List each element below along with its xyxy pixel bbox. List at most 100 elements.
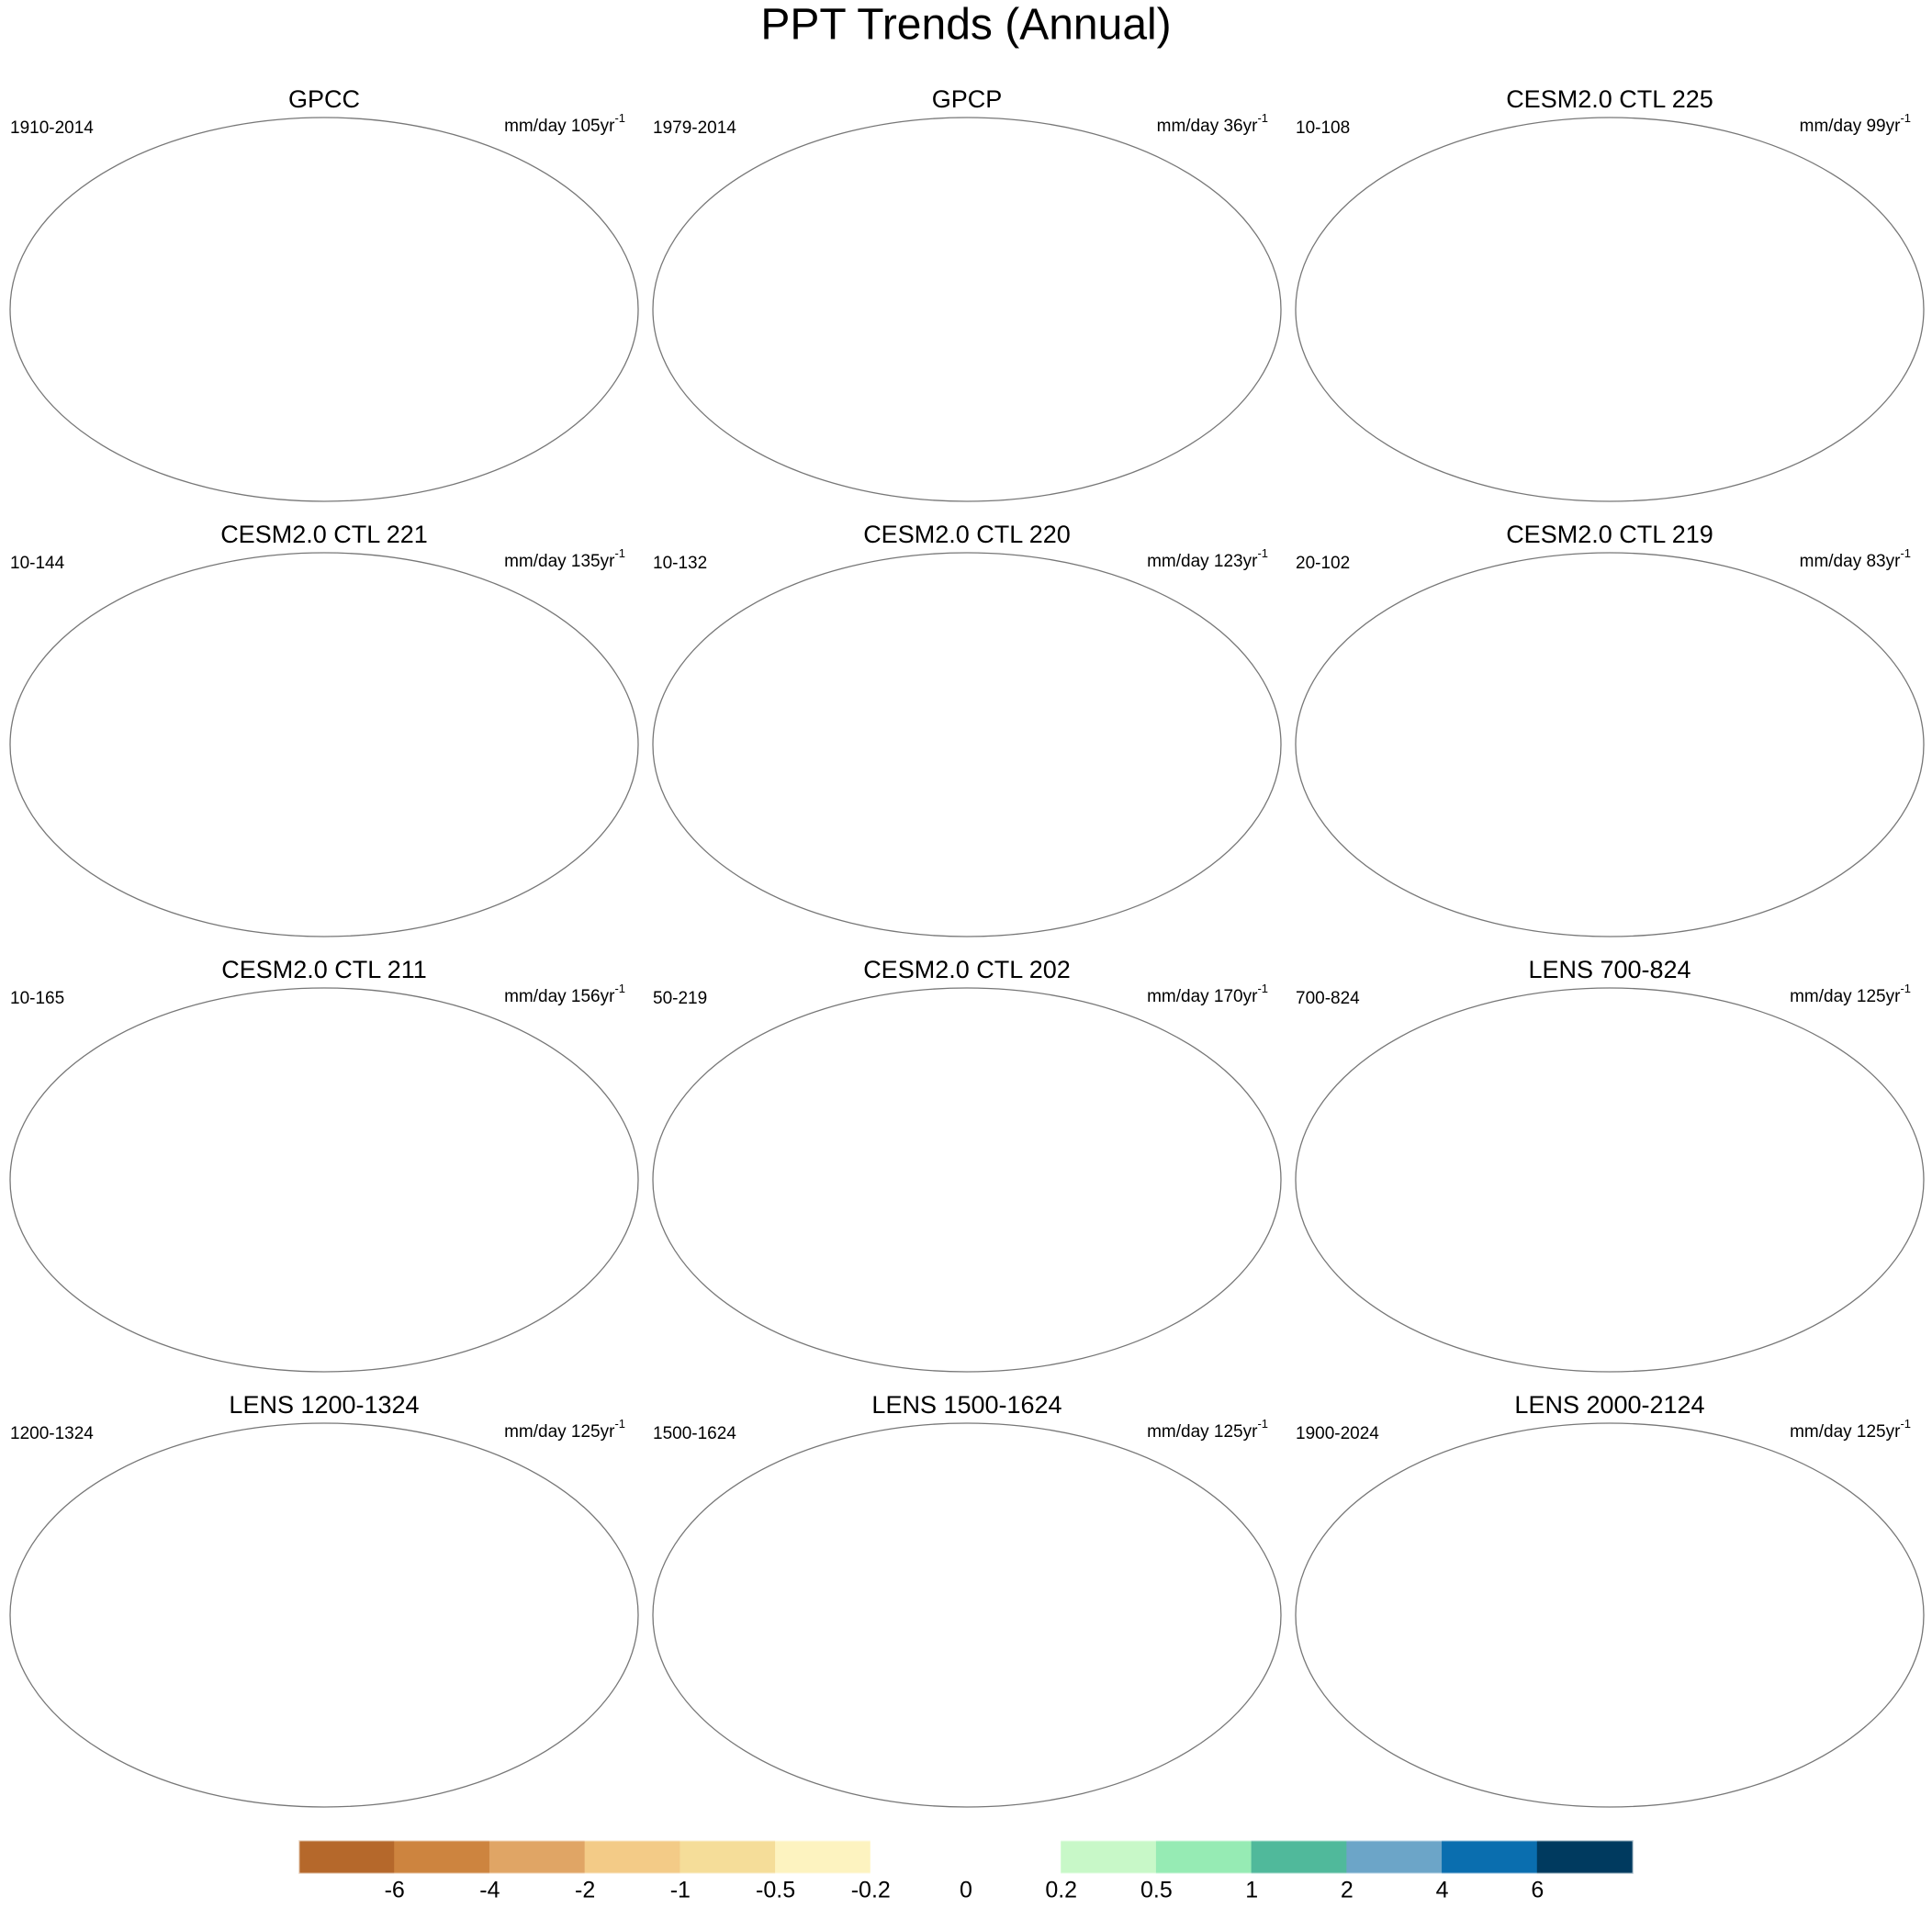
map-panel: CESM2.0 CTL 220 10-132 mm/day 123yr-1 xyxy=(652,521,1282,937)
panel-units: mm/day 36yr-1 xyxy=(1157,111,1268,136)
units-exponent: -1 xyxy=(1257,111,1268,125)
units-exponent: -1 xyxy=(1257,546,1268,560)
colorbar-label: -4 xyxy=(479,1878,500,1903)
panel-title: CESM2.0 CTL 202 xyxy=(863,956,1071,983)
colorbar-label: 0 xyxy=(960,1878,972,1903)
colorbar-label: -0.5 xyxy=(756,1878,795,1903)
colorbar-box xyxy=(870,1840,967,1874)
units-text: mm/day 99yr xyxy=(1800,117,1901,136)
panel-period: 1500-1624 xyxy=(653,1424,736,1443)
units-exponent: -1 xyxy=(614,111,625,125)
units-exponent: -1 xyxy=(614,1417,625,1431)
colorbar-box xyxy=(1061,1840,1157,1874)
panel-title: LENS 2000-2124 xyxy=(1514,1391,1704,1419)
panel-period: 1200-1324 xyxy=(10,1424,94,1443)
units-text: mm/day 125yr xyxy=(504,1422,615,1442)
panel-period: 1910-2014 xyxy=(10,118,94,138)
units-text: mm/day 83yr xyxy=(1800,552,1901,571)
panel-title: GPCP xyxy=(932,85,1003,113)
colorbar-label: -1 xyxy=(670,1878,691,1903)
figure-title: PPT Trends (Annual) xyxy=(760,1,1171,50)
colorbar-box xyxy=(489,1840,586,1874)
panel-units: mm/day 170yr-1 xyxy=(1147,982,1268,1006)
units-exponent: -1 xyxy=(1257,1417,1268,1431)
panel-title: GPCC xyxy=(288,85,360,113)
colorbar-label: 2 xyxy=(1341,1878,1354,1903)
panel-units: mm/day 156yr-1 xyxy=(504,982,625,1006)
map-outline xyxy=(652,552,1282,937)
colorbar-label: 4 xyxy=(1436,1878,1449,1903)
units-exponent: -1 xyxy=(1257,982,1268,995)
colorbar-label: -6 xyxy=(385,1878,405,1903)
panel-title: CESM2.0 CTL 211 xyxy=(221,956,427,983)
colorbar-label: -2 xyxy=(575,1878,595,1903)
colorbar-label: 0.5 xyxy=(1140,1878,1173,1903)
colorbar-box xyxy=(775,1840,871,1874)
map-panel: LENS 1500-1624 1500-1624 mm/day 125yr-1 xyxy=(652,1391,1282,1808)
map-outline xyxy=(1295,987,1925,1373)
units-text: mm/day 125yr xyxy=(1147,1422,1258,1442)
panel-units: mm/day 99yr-1 xyxy=(1800,111,1911,136)
panel-title: LENS 1200-1324 xyxy=(229,1391,419,1419)
panel-title: LENS 1500-1624 xyxy=(871,1391,1061,1419)
panel-period: 20-102 xyxy=(1296,554,1350,573)
units-exponent: -1 xyxy=(1900,1417,1911,1431)
units-exponent: -1 xyxy=(1900,546,1911,560)
map-outline xyxy=(9,117,639,502)
units-text: mm/day 125yr xyxy=(1790,987,1901,1006)
panel-units: mm/day 135yr-1 xyxy=(504,546,625,571)
colorbar-frame xyxy=(298,1840,1634,1874)
colorbar-box xyxy=(1155,1840,1252,1874)
units-exponent: -1 xyxy=(614,546,625,560)
colorbar-label: -0.2 xyxy=(851,1878,891,1903)
map-panel: CESM2.0 CTL 219 20-102 mm/day 83yr-1 xyxy=(1295,521,1925,937)
colorbar-box xyxy=(298,1840,396,1874)
panel-title: CESM2.0 CTL 225 xyxy=(1506,85,1713,113)
map-outline xyxy=(9,1422,639,1808)
colorbar-label: 6 xyxy=(1531,1878,1544,1903)
colorbar-box xyxy=(1442,1840,1538,1874)
colorbar-box xyxy=(965,1840,1062,1874)
panel-period: 10-132 xyxy=(653,554,707,573)
units-text: mm/day 135yr xyxy=(504,552,615,571)
map-panel: LENS 1200-1324 1200-1324 mm/day 125yr-1 xyxy=(9,1391,639,1808)
map-outline xyxy=(9,552,639,937)
panel-units: mm/day 83yr-1 xyxy=(1800,546,1911,571)
colorbar-label: 0.2 xyxy=(1045,1878,1077,1903)
units-text: mm/day 105yr xyxy=(504,117,615,136)
colorbar-box xyxy=(1536,1840,1634,1874)
panel-period: 1900-2024 xyxy=(1296,1424,1379,1443)
units-text: mm/day 123yr xyxy=(1147,552,1258,571)
panel-period: 1979-2014 xyxy=(653,118,736,138)
panel-title: CESM2.0 CTL 221 xyxy=(220,521,428,548)
map-panel: CESM2.0 CTL 225 10-108 mm/day 99yr-1 xyxy=(1295,85,1925,502)
panel-units: mm/day 125yr-1 xyxy=(504,1417,625,1442)
map-panel: LENS 2000-2124 1900-2024 mm/day 125yr-1 xyxy=(1295,1391,1925,1808)
map-outline xyxy=(1295,1422,1925,1808)
panel-units: mm/day 105yr-1 xyxy=(504,111,625,136)
colorbar-box xyxy=(1346,1840,1443,1874)
units-text: mm/day 36yr xyxy=(1157,117,1258,136)
panel-units: mm/day 123yr-1 xyxy=(1147,546,1268,571)
units-text: mm/day 170yr xyxy=(1147,987,1258,1006)
map-outline xyxy=(1295,552,1925,937)
map-panel: LENS 700-824 700-824 mm/day 125yr-1 xyxy=(1295,956,1925,1373)
panel-title: CESM2.0 CTL 219 xyxy=(1506,521,1713,548)
units-text: mm/day 156yr xyxy=(504,987,615,1006)
map-panel: GPCC 1910-2014 mm/day 105yr-1 xyxy=(9,85,639,502)
units-exponent: -1 xyxy=(614,982,625,995)
map-panel: GPCP 1979-2014 mm/day 36yr-1 xyxy=(652,85,1282,502)
colorbar-box xyxy=(394,1840,490,1874)
panel-units: mm/day 125yr-1 xyxy=(1147,1417,1268,1442)
map-outline xyxy=(652,987,1282,1373)
panel-title: LENS 700-824 xyxy=(1528,956,1690,983)
panel-units: mm/day 125yr-1 xyxy=(1790,1417,1911,1442)
map-panel: CESM2.0 CTL 202 50-219 mm/day 170yr-1 xyxy=(652,956,1282,1373)
panel-title: CESM2.0 CTL 220 xyxy=(863,521,1071,548)
colorbar-label: 1 xyxy=(1245,1878,1258,1903)
colorbar-box xyxy=(680,1840,777,1874)
map-panel: CESM2.0 CTL 211 10-165 mm/day 156yr-1 xyxy=(9,956,639,1373)
panel-period: 10-144 xyxy=(10,554,65,573)
units-text: mm/day 125yr xyxy=(1790,1422,1901,1442)
